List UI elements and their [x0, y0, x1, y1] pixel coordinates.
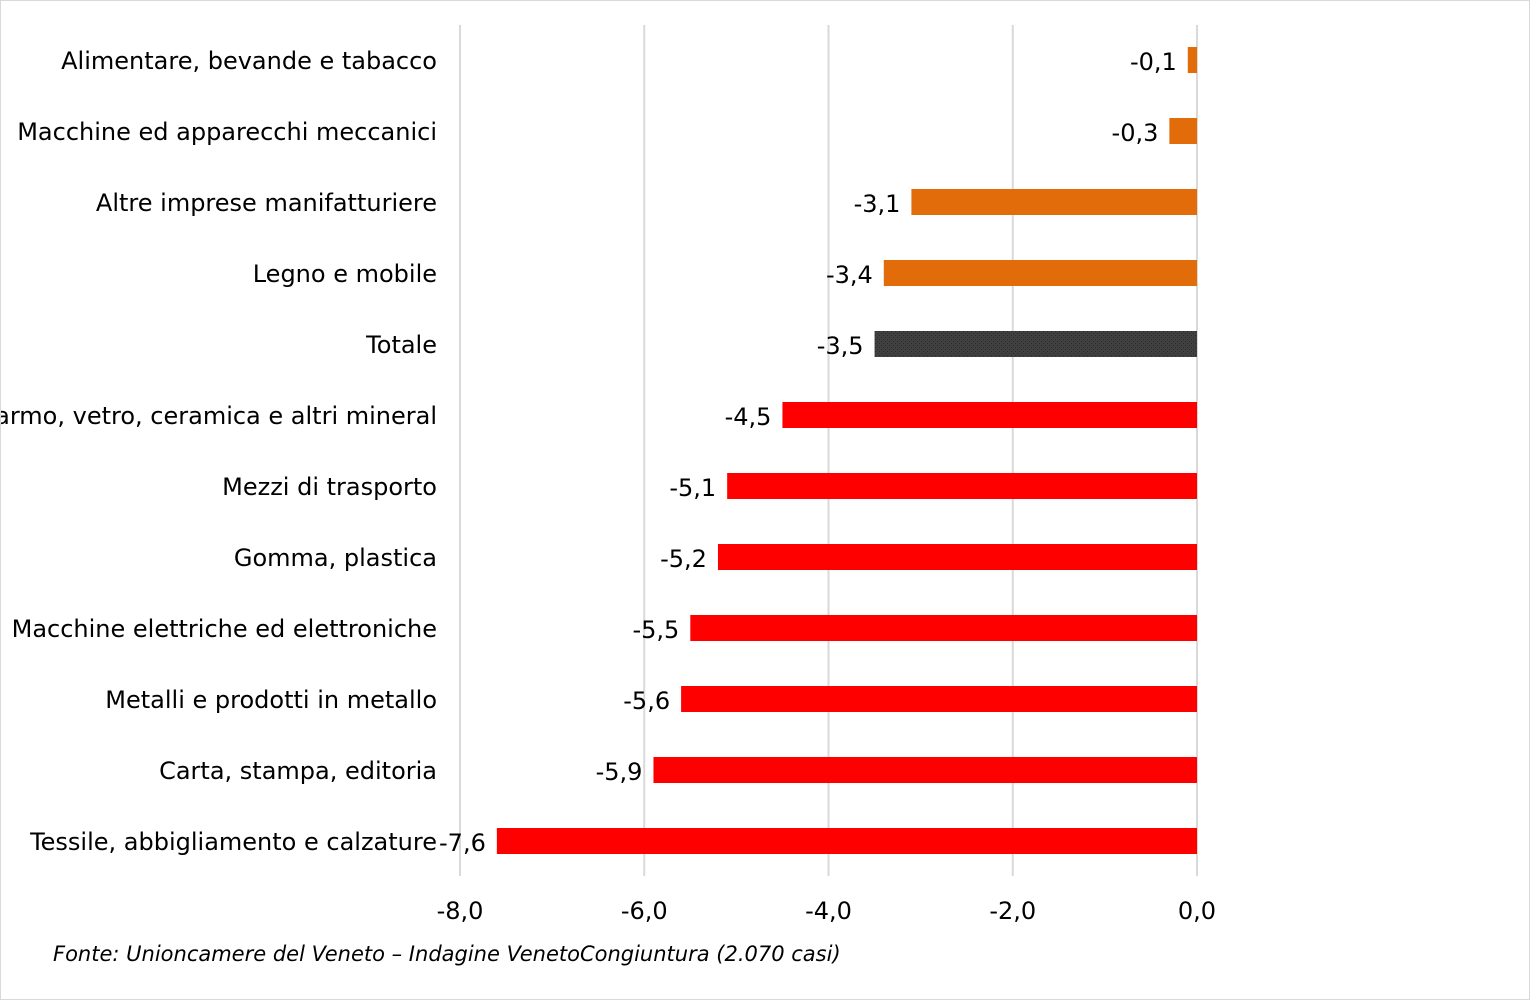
- grid-lines: [459, 25, 1198, 876]
- bar: [496, 828, 1198, 854]
- x-axis-tick-labels: -8,0 -6,0 -4,0 -2,0 0,0: [437, 897, 1217, 925]
- category-label: Alimentare, bevande e tabacco: [61, 47, 437, 75]
- bar: [717, 544, 1197, 570]
- x-tick-label: -4,0: [805, 897, 852, 925]
- data-label: -5,6: [623, 687, 670, 715]
- category-label: Carta, stampa, editoria: [159, 757, 437, 785]
- category-label: Altre imprese manifatturiere: [96, 189, 437, 217]
- category-label: Tessile, abbigliamento e calzature: [29, 828, 437, 856]
- data-label: -5,5: [632, 616, 679, 644]
- bars: [496, 47, 1198, 854]
- data-label: -4,5: [725, 403, 772, 431]
- data-label: -3,4: [826, 261, 873, 289]
- data-label: -5,1: [669, 474, 716, 502]
- category-label: Totale: [365, 331, 437, 359]
- bar: [911, 189, 1197, 215]
- data-label: -7,6: [439, 829, 486, 857]
- bar: [690, 615, 1197, 641]
- bar: [883, 260, 1197, 286]
- category-label: Macchine ed apparecchi meccanici: [17, 118, 437, 146]
- data-label: -0,1: [1130, 48, 1177, 76]
- value-labels: -0,1 -0,3 -3,1 -3,4 -3,5 -4,5 -5,1 -5,2 -5,5 -5,6…: [439, 48, 1177, 857]
- bar: [727, 473, 1197, 499]
- bar: [653, 757, 1197, 783]
- category-label: Marmo, vetro, ceramica e altri mineral: [1, 402, 437, 430]
- bar: [681, 686, 1197, 712]
- category-label: Macchine elettriche ed elettroniche: [12, 615, 437, 643]
- category-labels: Alimentare, bevande e tabacco Macchine ed…: [1, 47, 437, 856]
- category-label: Mezzi di trasporto: [222, 473, 437, 501]
- bar: [782, 402, 1197, 428]
- x-tick-label: -2,0: [989, 897, 1036, 925]
- bar-total: [874, 331, 1197, 357]
- data-label: -3,5: [817, 332, 864, 360]
- source-note: Fonte: Unioncamere del Veneto – Indagine…: [53, 942, 841, 966]
- category-label: Legno e mobile: [253, 260, 437, 288]
- bar: [1187, 47, 1197, 73]
- data-label: -3,1: [854, 190, 901, 218]
- category-label: Gomma, plastica: [234, 544, 437, 572]
- data-label: -5,2: [660, 545, 707, 573]
- data-label: -0,3: [1112, 119, 1159, 147]
- data-label: -5,9: [596, 758, 643, 786]
- bar: [1169, 118, 1197, 144]
- category-label: Metalli e prodotti in metallo: [105, 686, 437, 714]
- x-tick-label: 0,0: [1178, 897, 1216, 925]
- x-tick-label: -6,0: [621, 897, 668, 925]
- x-tick-label: -8,0: [437, 897, 484, 925]
